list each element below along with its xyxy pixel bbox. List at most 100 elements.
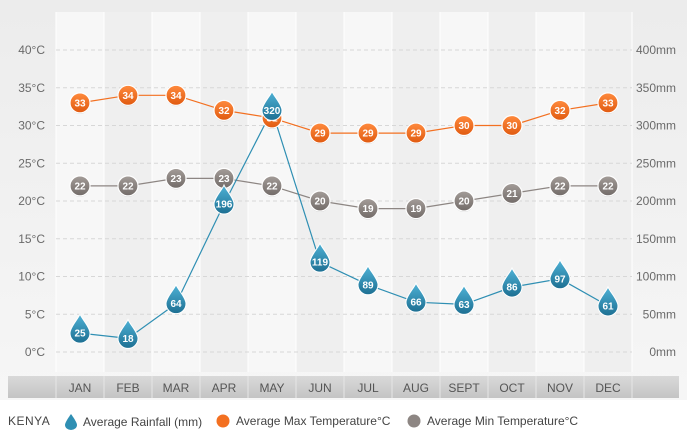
country-label: KENYA (8, 414, 51, 428)
min-temperature-point (453, 190, 475, 212)
y-left-tick-label: 35°C (18, 81, 45, 95)
raindrop-icon (65, 414, 77, 430)
max-temperature-point (309, 122, 331, 145)
column-band (152, 12, 200, 372)
rainfall-point-label: 89 (362, 280, 374, 291)
min-temperature-point-label: 19 (410, 204, 422, 215)
y-right-tick-label: 400mm (636, 43, 676, 57)
y-left-tick-label: 20°C (18, 194, 45, 208)
rainfall-point-label: 66 (410, 298, 422, 309)
min-temperature-point-label: 21 (506, 189, 518, 200)
min-temperature-point (117, 175, 139, 197)
y-left-tick-label: 15°C (18, 232, 45, 246)
rainfall-point (405, 281, 427, 313)
y-right-tick-label: 100mm (636, 270, 676, 284)
rainfall-point-label: 320 (264, 106, 281, 117)
max-temperature-point-label: 30 (458, 121, 470, 132)
x-tick-label: JAN (69, 381, 92, 395)
max-temperature-point-label: 32 (218, 106, 230, 117)
y-right-tick-label: 0mm (649, 345, 676, 359)
min-temperature-point (405, 197, 427, 220)
x-tick-label: JUN (308, 381, 331, 395)
y-left-tick-label: 30°C (18, 119, 45, 133)
min-temperature-point (501, 182, 523, 205)
min-temperature-point-label: 23 (170, 174, 182, 185)
y-left-tick-label: 25°C (18, 156, 45, 170)
y-right-tick-label: 300mm (636, 119, 676, 133)
max-temperature-point (549, 99, 571, 122)
x-tick-label: MAY (259, 381, 284, 395)
min-temperature-point (597, 175, 619, 197)
min-temperature-point (261, 175, 283, 197)
rainfall-point (597, 285, 619, 317)
max-temperature-point-label: 32 (554, 106, 566, 117)
min-temperature-point-label: 22 (554, 181, 566, 192)
legend-item-min-temperature[interactable]: Average Min Temperature°C (407, 414, 578, 428)
rainfall-point (309, 241, 331, 273)
column-band (344, 12, 392, 372)
x-tick-label: OCT (499, 381, 525, 395)
x-tick-label: DEC (595, 381, 621, 395)
min-temperature-point (213, 167, 235, 190)
rainfall-point-label: 97 (554, 274, 566, 285)
min-temperature-point-label: 20 (314, 197, 326, 208)
orange-dot-icon (216, 414, 230, 428)
min-temperature-point-label: 22 (122, 181, 134, 192)
rainfall-point-label: 196 (216, 200, 233, 211)
max-temperature-point-label: 33 (74, 98, 86, 109)
y-right-tick-label: 350mm (636, 81, 676, 95)
max-temperature-point (501, 114, 523, 137)
legend-rainfall-label: Average Rainfall (mm) (83, 415, 203, 429)
max-temperature-point (597, 92, 619, 114)
legend-item-max-temperature[interactable]: Average Max Temperature°C (216, 414, 390, 428)
x-tick-label: SEPT (448, 381, 480, 395)
rainfall-point-label: 61 (602, 301, 614, 312)
x-tick-label: NOV (547, 381, 573, 395)
rainfall-point (261, 90, 283, 121)
y-right-tick-label: 250mm (636, 156, 676, 170)
rainfall-point (501, 266, 523, 298)
y-left-tick-label: 5°C (25, 307, 45, 321)
max-temperature-point (453, 114, 475, 137)
min-temperature-point-label: 23 (218, 174, 230, 185)
y-left-tick-label: 40°C (18, 43, 45, 57)
max-temperature-point-label: 33 (602, 98, 614, 109)
y-right-tick-label: 200mm (636, 194, 676, 208)
max-temperature-point-label: 29 (362, 129, 374, 140)
rainfall-point-label: 63 (458, 300, 470, 311)
legend-item-rainfall[interactable]: Average Rainfall (mm) (65, 414, 202, 430)
min-temperature-point (69, 175, 91, 197)
rainfall-point (357, 264, 379, 296)
max-temperature-point (405, 122, 427, 145)
rainfall-point-label: 86 (506, 283, 518, 294)
min-temperature-point-label: 22 (266, 181, 278, 192)
min-temperature-point (309, 190, 331, 212)
rainfall-point-label: 25 (74, 329, 86, 340)
rainfall-point (453, 284, 475, 315)
min-temperature-point-label: 19 (362, 204, 374, 215)
x-tick-label: APR (212, 381, 237, 395)
min-temperature-point (549, 175, 571, 197)
max-temperature-point-label: 34 (122, 91, 134, 102)
min-temperature-point-label: 22 (602, 181, 614, 192)
rainfall-point (165, 283, 187, 315)
y-left-tick-label: 0°C (25, 345, 45, 359)
y-right-tick-label: 50mm (643, 307, 676, 321)
max-temperature-point (69, 92, 91, 114)
x-tick-label: MAR (163, 381, 190, 395)
min-temperature-point (165, 167, 187, 190)
rainfall-point (69, 312, 91, 344)
max-temperature-point (213, 99, 235, 122)
max-temperature-point-label: 30 (506, 121, 518, 132)
legend-min-label: Average Min Temperature°C (427, 414, 579, 428)
climate-chart: 0°C 5°C 10°C 15°C 20°C 25°C 30°C 35°C 40°C 0mm 50m… (0, 0, 687, 400)
chart-legend: KENYA Average Rainfall (mm) Average Max … (0, 400, 687, 446)
rainfall-point (117, 318, 139, 349)
max-temperature-point (165, 84, 187, 107)
rainfall-point (213, 183, 235, 215)
max-temperature-point-label: 34 (170, 91, 182, 102)
legend-max-label: Average Max Temperature°C (236, 414, 391, 428)
y-left-tick-label: 10°C (18, 270, 45, 284)
min-temperature-point-label: 22 (74, 181, 86, 192)
gray-dot-icon (407, 414, 421, 428)
